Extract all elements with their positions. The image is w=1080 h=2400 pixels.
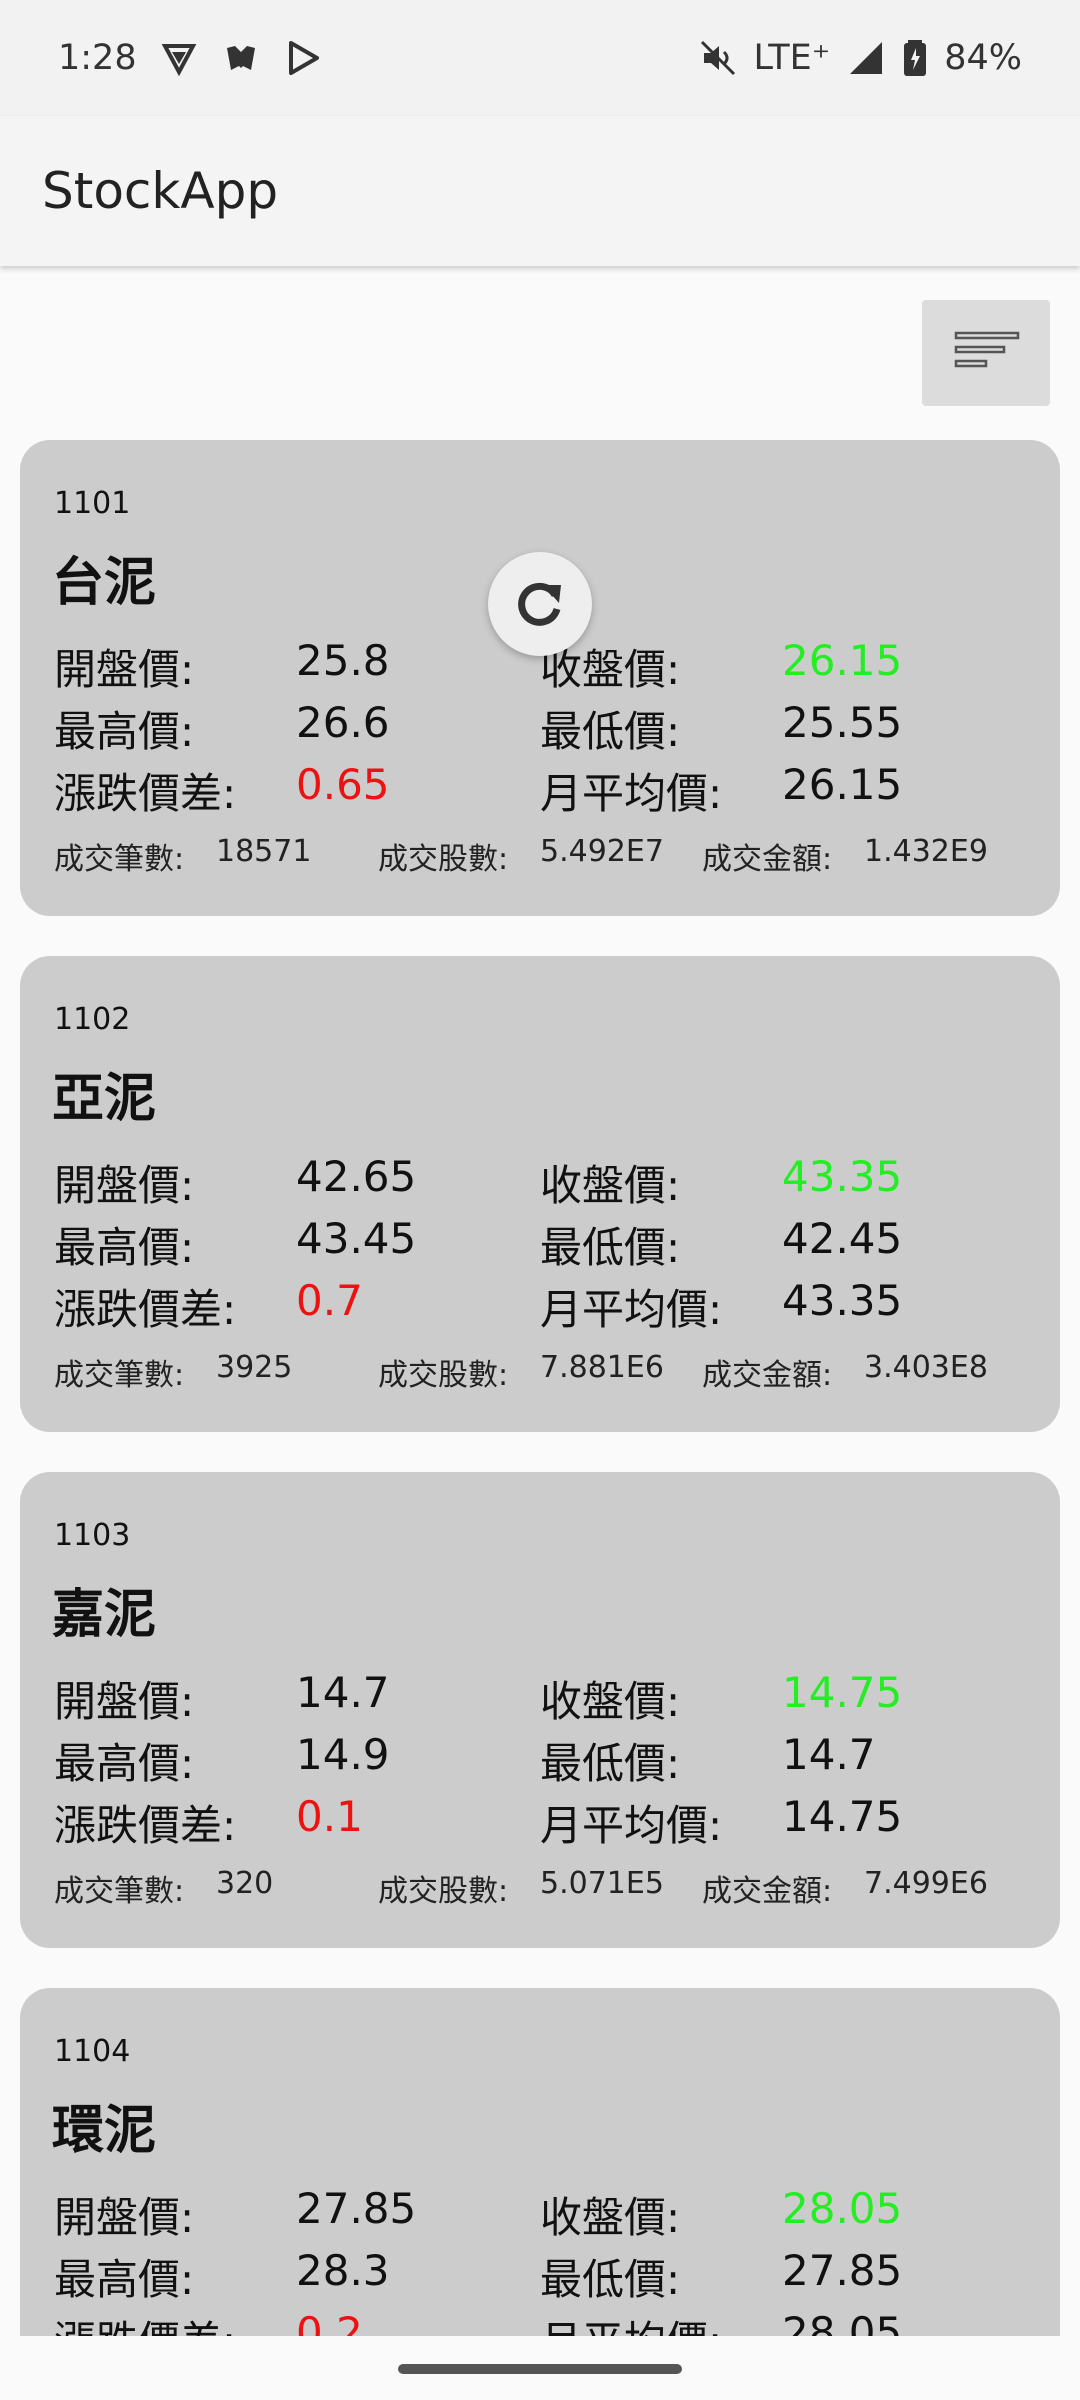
amount-label: 成交金額: xyxy=(702,842,833,877)
change-value: 0.65 xyxy=(296,760,390,809)
close-label: 收盤價: xyxy=(540,1161,681,1210)
close-value: 14.75 xyxy=(782,1668,903,1717)
stock-name: 亞泥 xyxy=(52,1069,157,1129)
close-value: 26.15 xyxy=(782,636,903,685)
shares-label: 成交股數: xyxy=(378,1358,509,1393)
high-label: 最高價: xyxy=(54,707,195,756)
change-label: 漲跌價差: xyxy=(54,1285,237,1334)
app-notification-icon xyxy=(221,38,261,78)
high-value: 14.9 xyxy=(296,1730,390,1779)
open-value: 25.8 xyxy=(296,636,390,685)
low-value: 14.7 xyxy=(782,1730,876,1779)
amount-value: 1.432E9 xyxy=(864,834,988,869)
open-value: 42.65 xyxy=(296,1152,417,1201)
stock-name: 台泥 xyxy=(52,553,157,613)
trades-value: 18571 xyxy=(216,834,312,869)
refresh-icon xyxy=(518,582,561,626)
trades-label: 成交筆數: xyxy=(54,1358,185,1393)
shares-value: 7.881E6 xyxy=(540,1350,664,1385)
stock-card[interactable]: 1102 亞泥 開盤價: 42.65 收盤價: 43.35 最高價: 43.45… xyxy=(20,956,1060,1432)
high-label: 最高價: xyxy=(54,1223,195,1272)
change-label: 漲跌價差: xyxy=(54,769,237,818)
status-right: LTE⁺ 84% xyxy=(698,38,1022,78)
trades-label: 成交筆數: xyxy=(54,1874,185,1909)
battery-icon xyxy=(902,38,928,78)
stock-card[interactable]: 1101 台泥 開盤價: 25.8 收盤價: 26.15 最高價: 26.6 最… xyxy=(20,440,1060,916)
shares-value: 5.492E7 xyxy=(540,834,664,869)
shares-value: 5.071E5 xyxy=(540,1866,664,1901)
close-label: 收盤價: xyxy=(540,645,681,694)
high-label: 最高價: xyxy=(54,1739,195,1788)
month-avg-value: 43.35 xyxy=(782,1276,903,1325)
high-label: 最高價: xyxy=(54,2255,195,2304)
close-value: 43.35 xyxy=(782,1152,903,1201)
sort-lines-icon xyxy=(954,331,1020,368)
close-label: 收盤價: xyxy=(540,1677,681,1726)
shares-label: 成交股數: xyxy=(378,1874,509,1909)
status-left: 1:28 xyxy=(58,38,323,78)
close-value: 28.05 xyxy=(782,2184,903,2233)
stock-code: 1102 xyxy=(54,1002,131,1037)
low-value: 27.85 xyxy=(782,2246,903,2295)
open-label: 開盤價: xyxy=(54,1677,195,1726)
month-avg-label: 月平均價: xyxy=(540,1285,723,1334)
battery-percent: 84% xyxy=(944,38,1022,78)
shares-label: 成交股數: xyxy=(378,842,509,877)
open-label: 開盤價: xyxy=(54,645,195,694)
stock-code: 1101 xyxy=(54,486,131,521)
high-value: 28.3 xyxy=(296,2246,390,2295)
amount-label: 成交金額: xyxy=(702,1874,833,1909)
sort-button[interactable] xyxy=(922,300,1050,406)
month-avg-label: 月平均價: xyxy=(540,1801,723,1850)
high-value: 43.45 xyxy=(296,1214,417,1263)
vpn-shield-icon xyxy=(159,38,199,78)
app-bar: StockApp xyxy=(0,116,1080,266)
low-label: 最低價: xyxy=(540,1223,681,1272)
amount-value: 3.403E8 xyxy=(864,1350,988,1385)
amount-label: 成交金額: xyxy=(702,1358,833,1393)
trades-value: 3925 xyxy=(216,1350,293,1385)
refresh-button[interactable] xyxy=(488,552,592,656)
change-value: 0.7 xyxy=(296,1276,363,1325)
play-store-icon xyxy=(283,38,323,78)
stock-name: 環泥 xyxy=(52,2101,157,2161)
stock-code: 1104 xyxy=(54,2034,131,2069)
low-label: 最低價: xyxy=(540,1739,681,1788)
home-indicator[interactable] xyxy=(398,2364,682,2374)
app-title: StockApp xyxy=(42,162,279,220)
status-bar: 1:28 LTE⁺ 84% xyxy=(0,0,1080,116)
low-label: 最低價: xyxy=(540,707,681,756)
stock-code: 1103 xyxy=(54,1518,131,1553)
low-value: 42.45 xyxy=(782,1214,903,1263)
month-avg-value: 26.15 xyxy=(782,760,903,809)
open-label: 開盤價: xyxy=(54,1161,195,1210)
change-label: 漲跌價差: xyxy=(54,1801,237,1850)
stock-name: 嘉泥 xyxy=(52,1585,157,1645)
stock-card[interactable]: 1103 嘉泥 開盤價: 14.7 收盤價: 14.75 最高價: 14.9 最… xyxy=(20,1472,1060,1948)
change-value: 0.1 xyxy=(296,1792,363,1841)
trades-label: 成交筆數: xyxy=(54,842,185,877)
signal-icon xyxy=(846,38,886,78)
month-avg-value: 14.75 xyxy=(782,1792,903,1841)
open-label: 開盤價: xyxy=(54,2193,195,2242)
trades-value: 320 xyxy=(216,1866,274,1901)
month-avg-label: 月平均價: xyxy=(540,769,723,818)
open-value: 14.7 xyxy=(296,1668,390,1717)
network-type: LTE⁺ xyxy=(753,38,831,78)
close-label: 收盤價: xyxy=(540,2193,681,2242)
status-time: 1:28 xyxy=(58,38,137,78)
high-value: 26.6 xyxy=(296,698,390,747)
amount-value: 7.499E6 xyxy=(864,1866,988,1901)
low-label: 最低價: xyxy=(540,2255,681,2304)
mute-icon xyxy=(698,38,738,78)
stock-card[interactable]: 1104 環泥 開盤價: 27.85 收盤價: 28.05 最高價: 28.3 … xyxy=(20,1988,1060,2400)
low-value: 25.55 xyxy=(782,698,903,747)
open-value: 27.85 xyxy=(296,2184,417,2233)
